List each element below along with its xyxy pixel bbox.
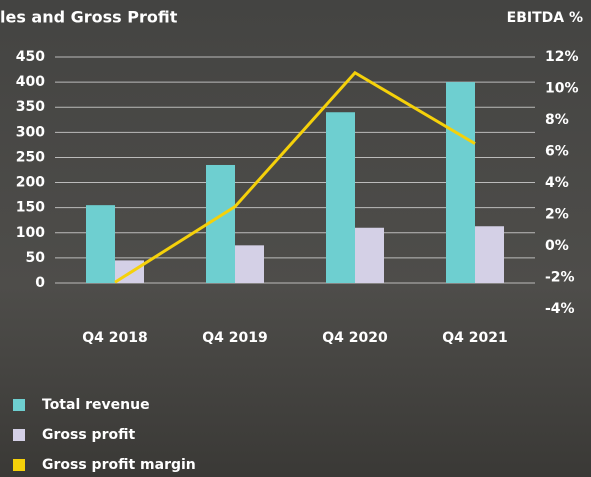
y2-tick-label: 2%	[545, 207, 569, 223]
y2-axis-label: EBITDA %	[507, 10, 583, 26]
bar	[326, 112, 355, 283]
bar	[355, 228, 384, 283]
y2-tick-label: 12%	[545, 49, 579, 65]
y-tick-label: 50	[26, 250, 46, 266]
y-tick-label: 100	[16, 225, 45, 241]
y-tick-label: 150	[16, 200, 45, 216]
legend-swatch	[13, 399, 25, 411]
chart: les and Gross Profit EBITDA % 0 50 100 150 2…	[0, 0, 591, 477]
bar	[446, 82, 475, 283]
y-tick-label: 450	[16, 49, 45, 65]
y-tick-label: 400	[16, 74, 45, 90]
legend-swatch	[13, 459, 25, 471]
bar	[235, 245, 264, 283]
y-tick-label: 350	[16, 99, 45, 115]
x-tick-label: Q4 2019	[202, 330, 267, 346]
line	[115, 73, 475, 282]
y-tick-label: 200	[16, 175, 45, 191]
legend-label: Total revenue	[42, 397, 150, 413]
y2-tick-label: 8%	[545, 112, 569, 128]
chart-title: les and Gross Profit	[0, 8, 178, 27]
legend-label: Gross profit	[42, 427, 135, 443]
y2-tick-label: 10%	[545, 81, 579, 97]
y-tick-label: 300	[16, 124, 45, 140]
y2-tick-label: 0%	[545, 238, 569, 254]
y2-tick-label: -4%	[545, 301, 575, 317]
legend-swatch	[13, 429, 25, 441]
bar	[475, 226, 504, 283]
y2-tick-label: -2%	[545, 270, 575, 286]
y-tick-label: 0	[35, 275, 45, 291]
y-tick-label: 250	[16, 149, 45, 165]
y2-tick-label: 4%	[545, 175, 569, 191]
legend-label: Gross profit margin	[42, 457, 196, 473]
bar	[206, 165, 235, 283]
bar	[86, 205, 115, 283]
x-tick-label: Q4 2018	[82, 330, 147, 346]
x-tick-label: Q4 2021	[442, 330, 507, 346]
x-tick-label: Q4 2020	[322, 330, 388, 346]
y2-tick-label: 6%	[545, 144, 569, 160]
